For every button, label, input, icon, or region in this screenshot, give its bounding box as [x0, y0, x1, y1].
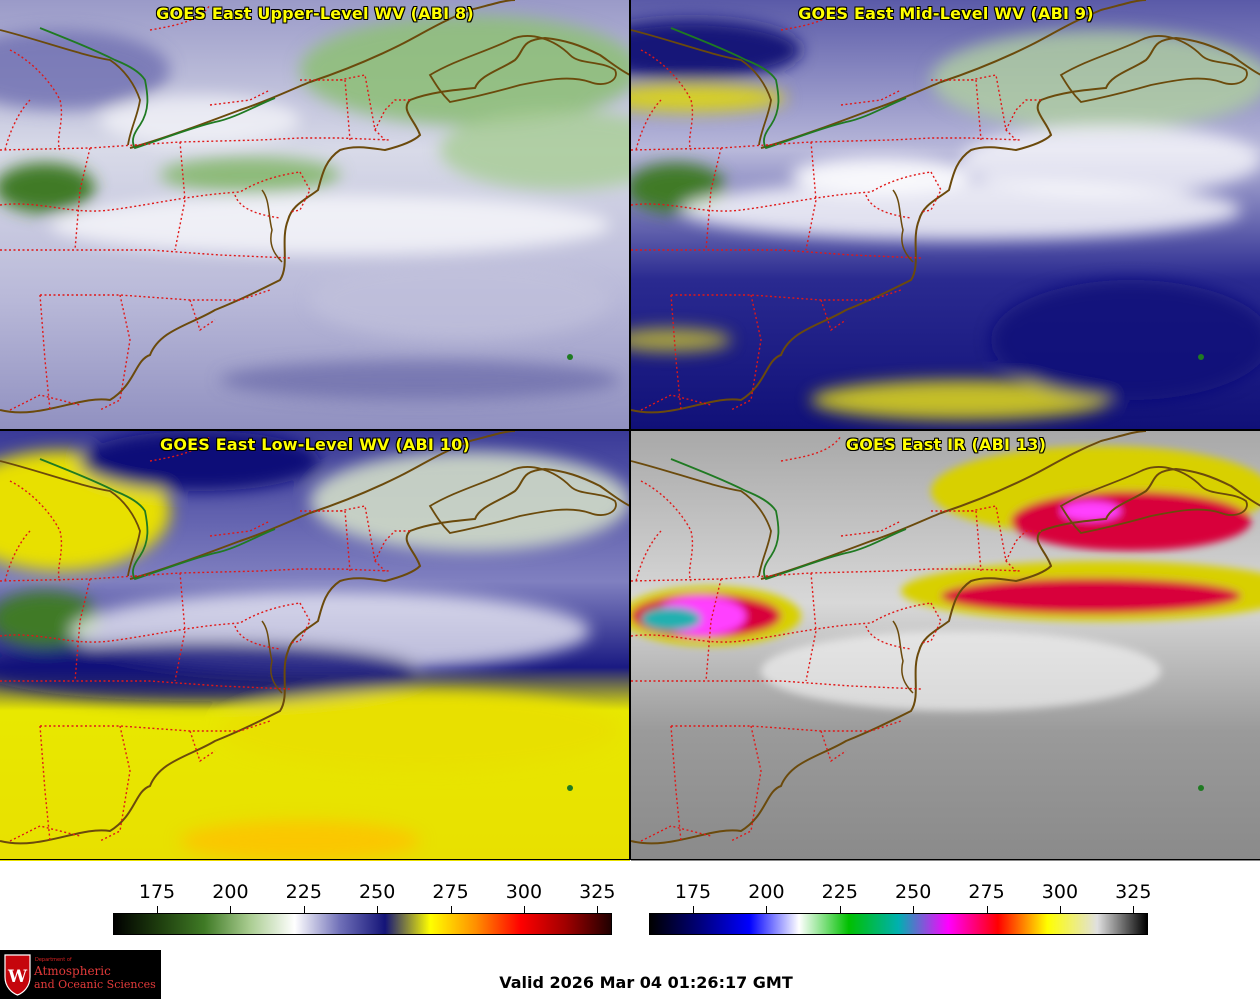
- tick-label: 200: [748, 881, 785, 903]
- logo-letter: W: [7, 967, 28, 987]
- logo-line2: and Oceanic Sciences: [34, 978, 156, 991]
- ir-image: [631, 431, 1260, 861]
- valid-time: Valid 2026 Mar 04 01:26:17 GMT: [499, 973, 793, 992]
- panel-ir: GOES East IR (ABI 13): [631, 431, 1260, 861]
- tick-mark: [377, 906, 379, 913]
- panel-title-upper: GOES East Upper-Level WV (ABI 8): [156, 4, 474, 23]
- tick-label: 300: [1041, 881, 1079, 903]
- tick-mark: [597, 906, 599, 913]
- tick-mark: [450, 906, 452, 913]
- uw-shield-icon: W: [4, 954, 31, 996]
- upper-level-wv-image: [0, 0, 630, 430]
- tick-label: 175: [674, 881, 712, 903]
- tick-mark: [913, 906, 915, 913]
- tick-label: 275: [968, 881, 1005, 903]
- tick-mark: [1059, 906, 1061, 913]
- aos-logo: W Department of Atmospheric and Oceanic …: [0, 950, 161, 999]
- panel-mid-level-wv: GOES East Mid-Level WV (ABI 9): [631, 0, 1260, 430]
- panel-upper-level-wv: GOES East Upper-Level WV (ABI 8): [0, 0, 630, 430]
- tick-label: 225: [285, 881, 322, 903]
- logo-line1: Atmospheric: [34, 964, 111, 978]
- tick-label: 250: [895, 881, 932, 903]
- tick-label: 300: [505, 881, 543, 903]
- tick-mark: [523, 906, 525, 913]
- panels-bottom-border: [0, 859, 1260, 860]
- tick-mark: [303, 906, 305, 913]
- panel-title-mid: GOES East Mid-Level WV (ABI 9): [798, 4, 1094, 23]
- colorbar-wv: [113, 913, 612, 935]
- tick-mark: [1133, 906, 1135, 913]
- tick-label: 225: [821, 881, 858, 903]
- logo-dept-text: Department of: [35, 957, 72, 963]
- panel-low-level-wv: GOES East Low-Level WV (ABI 10): [0, 431, 630, 861]
- tick-label: 325: [1115, 881, 1152, 903]
- tick-mark: [839, 906, 841, 913]
- tick-label: 200: [212, 881, 249, 903]
- tick-label: 275: [432, 881, 469, 903]
- tick-mark: [986, 906, 988, 913]
- tick-mark: [693, 906, 695, 913]
- tick-label: 175: [138, 881, 176, 903]
- tick-mark: [157, 906, 159, 913]
- panel-title-low: GOES East Low-Level WV (ABI 10): [159, 435, 470, 454]
- panel-title-ir: GOES East IR (ABI 13): [845, 435, 1047, 454]
- tick-mark: [766, 906, 768, 913]
- low-level-wv-image: [0, 431, 630, 861]
- tick-mark: [230, 906, 232, 913]
- tick-label: 325: [579, 881, 616, 903]
- tick-label: 250: [359, 881, 396, 903]
- colorbar-ir: [649, 913, 1148, 935]
- mid-level-wv-image: [631, 0, 1260, 430]
- panel-divider-vertical: [629, 0, 631, 860]
